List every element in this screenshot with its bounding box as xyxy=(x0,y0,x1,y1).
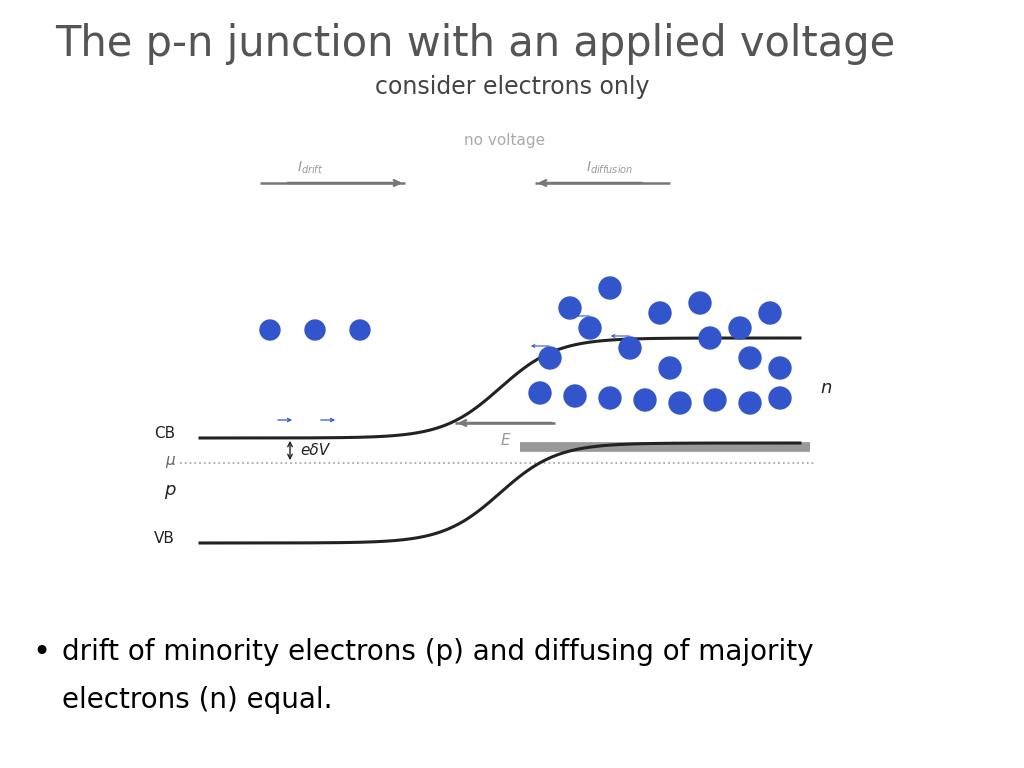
Circle shape xyxy=(669,392,691,414)
Circle shape xyxy=(689,292,711,314)
Circle shape xyxy=(599,277,621,299)
Text: The p-n junction with an applied voltage: The p-n junction with an applied voltage xyxy=(55,23,895,65)
Circle shape xyxy=(260,320,280,340)
Text: electrons (n) equal.: electrons (n) equal. xyxy=(62,686,333,714)
Text: eδV: eδV xyxy=(300,443,329,458)
Circle shape xyxy=(599,387,621,409)
Text: VB: VB xyxy=(155,531,175,547)
Circle shape xyxy=(769,357,791,379)
Text: $I_{diffusion}$: $I_{diffusion}$ xyxy=(587,160,634,176)
Circle shape xyxy=(618,337,641,359)
Circle shape xyxy=(729,317,751,339)
Circle shape xyxy=(699,327,721,349)
Text: $I_{drift}$: $I_{drift}$ xyxy=(297,160,324,176)
Circle shape xyxy=(659,357,681,379)
Circle shape xyxy=(759,302,781,324)
Circle shape xyxy=(529,382,551,404)
Text: μ: μ xyxy=(165,453,175,468)
Circle shape xyxy=(739,392,761,414)
Circle shape xyxy=(350,320,370,340)
Circle shape xyxy=(739,347,761,369)
Circle shape xyxy=(559,297,581,319)
Text: E: E xyxy=(500,433,510,448)
Circle shape xyxy=(705,389,726,411)
Circle shape xyxy=(649,302,671,324)
Text: •: • xyxy=(32,638,50,667)
Circle shape xyxy=(539,347,561,369)
Circle shape xyxy=(305,320,325,340)
Circle shape xyxy=(769,387,791,409)
Text: drift of minority electrons (p) and diffusing of majority: drift of minority electrons (p) and diff… xyxy=(62,638,813,666)
Circle shape xyxy=(579,317,601,339)
Text: consider electrons only: consider electrons only xyxy=(375,75,649,99)
Circle shape xyxy=(634,389,656,411)
Text: CB: CB xyxy=(154,426,175,442)
Text: n: n xyxy=(820,379,831,397)
Text: no voltage: no voltage xyxy=(465,133,546,148)
Text: p: p xyxy=(164,482,175,499)
Circle shape xyxy=(564,385,586,407)
